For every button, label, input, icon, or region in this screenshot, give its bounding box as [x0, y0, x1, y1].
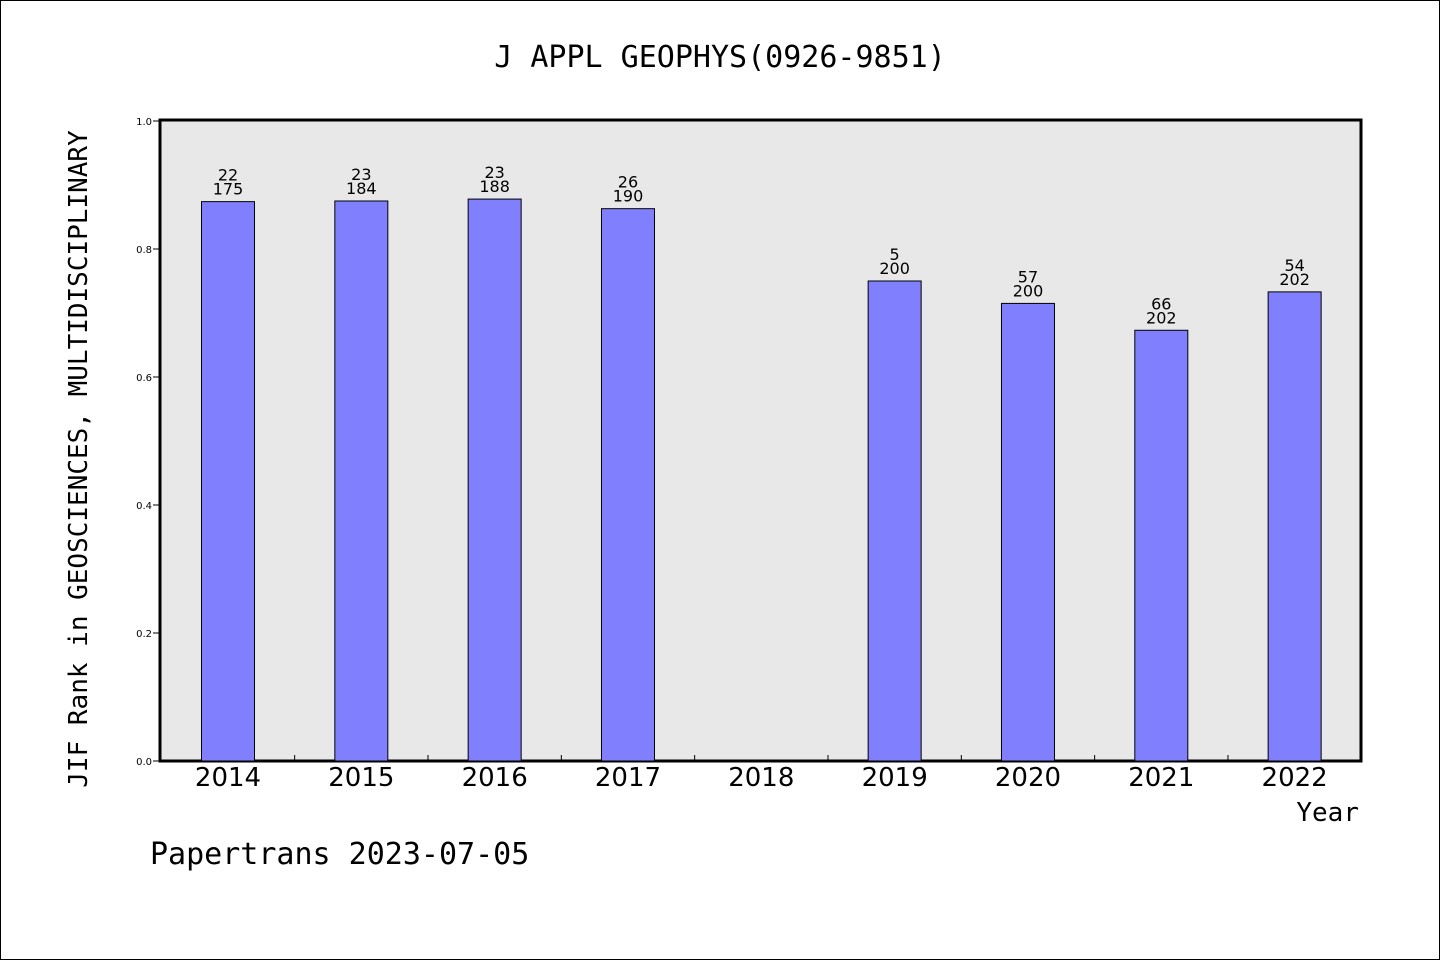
bar-2014 [201, 201, 255, 762]
bar-total-label: 188 [479, 177, 510, 196]
x-tick-label: 2020 [995, 763, 1061, 793]
bar-total-label: 202 [1146, 308, 1177, 327]
bar-2017 [600, 208, 655, 762]
bar-2021 [1134, 329, 1189, 762]
y-tick-label: 0.4 [136, 501, 152, 512]
bar-total-label: 190 [613, 187, 644, 206]
bar-rank-label: 26 [618, 173, 638, 192]
bar-2022 [1267, 291, 1322, 762]
bar-total-label: 202 [1279, 270, 1310, 289]
bar-rank-label: 54 [1284, 256, 1304, 275]
bar-rank-label: 57 [1018, 267, 1038, 286]
y-tick-label: 0.0 [136, 757, 152, 768]
bar-rank-label: 23 [351, 165, 371, 184]
bar-total-label: 200 [879, 259, 910, 278]
bar-series [201, 198, 1322, 762]
y-tick-label: 0.2 [136, 629, 152, 640]
x-tick-label: 2014 [195, 763, 261, 793]
x-tick-label: 2022 [1262, 763, 1328, 793]
x-tick-label: 2016 [462, 763, 528, 793]
bar-total-label: 200 [1013, 281, 1044, 300]
x-axis: 2014 2015 2016 2017 2018 2019 2020 2021 2022 [195, 755, 1328, 793]
x-tick-label: 2015 [328, 763, 394, 793]
bar-2016 [467, 198, 522, 762]
bar-2019 [867, 280, 922, 762]
y-axis-label: JIF Rank in GEOSCIENCES, MULTIDISCIPLINA… [64, 130, 94, 788]
bar-2020 [1000, 302, 1055, 762]
x-axis-label: Year [1296, 798, 1359, 828]
bar-rank-label: 22 [218, 166, 238, 185]
footer-watermark: Papertrans 2023-07-05 [150, 837, 529, 872]
y-tick-label: 0.6 [136, 373, 152, 384]
x-tick-label: 2021 [1128, 763, 1194, 793]
y-tick-label: 1.0 [136, 117, 152, 128]
bar-rank-label: 66 [1151, 294, 1171, 313]
bar-rank-label: 5 [890, 245, 900, 264]
y-tick-label: 0.8 [136, 245, 152, 256]
x-tick-label: 2019 [862, 763, 928, 793]
bar-rank-label: 23 [484, 163, 504, 182]
bar-total-label: 184 [346, 179, 377, 198]
x-tick-label: 2017 [595, 763, 661, 793]
bar-total-label: 175 [213, 180, 244, 199]
chart-title: J APPL GEOPHYS(0926-9851) [494, 40, 946, 75]
x-tick-label: 2018 [728, 763, 794, 793]
y-axis: 0.0 0.2 0.4 0.6 0.8 1.0 [136, 117, 161, 768]
bar-2015 [334, 200, 389, 762]
